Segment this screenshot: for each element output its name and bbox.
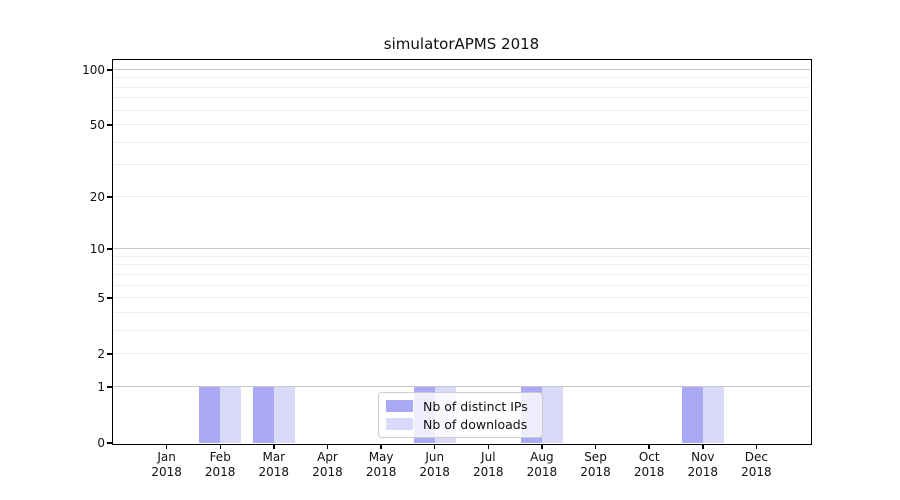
x-axis-tick-mark bbox=[273, 444, 275, 449]
y-axis-tick-mark bbox=[107, 248, 112, 250]
x-axis-tick-label: May 2018 bbox=[365, 450, 397, 479]
legend-swatch bbox=[386, 400, 413, 412]
legend-label: Nb of downloads bbox=[423, 416, 528, 432]
gridline-minor bbox=[113, 255, 810, 257]
y-axis-tick-label: 10 bbox=[89, 242, 105, 257]
gridline-major bbox=[113, 248, 810, 250]
y-axis-tick-label: 50 bbox=[89, 118, 105, 132]
legend-item: Nb of distinct IPs bbox=[386, 397, 535, 415]
gridline-minor bbox=[113, 141, 810, 143]
y-axis-tick-label: 2 bbox=[97, 347, 105, 362]
x-axis-tick-mark bbox=[433, 444, 436, 449]
y-axis-tick-mark bbox=[107, 196, 112, 198]
x-axis-tick-label: Sep 2018 bbox=[580, 450, 611, 479]
bar-distinct-ips bbox=[199, 386, 221, 443]
legend: Nb of distinct IPs Nb of downloads bbox=[378, 392, 543, 438]
gridline-major bbox=[113, 385, 810, 387]
x-axis-tick-label: Feb 2018 bbox=[204, 450, 236, 479]
y-axis-tick-mark bbox=[107, 353, 112, 355]
bar-downloads bbox=[220, 386, 242, 443]
y-axis-tick-mark bbox=[107, 386, 112, 388]
bar-downloads bbox=[541, 386, 563, 443]
x-axis-tick-mark bbox=[541, 444, 543, 449]
x-axis-tick-mark bbox=[165, 444, 168, 449]
y-axis-tick-label: 5 bbox=[97, 291, 105, 306]
x-axis-tick-label: Jan 2018 bbox=[151, 450, 182, 479]
gridline-minor bbox=[113, 109, 810, 111]
x-axis-tick-mark bbox=[648, 444, 650, 449]
gridline-major bbox=[113, 68, 810, 70]
x-axis-tick-mark bbox=[326, 444, 329, 449]
legend-label: Nb of distinct IPs bbox=[423, 398, 528, 414]
gridline-minor bbox=[113, 86, 810, 88]
x-axis-tick-mark bbox=[702, 444, 704, 449]
y-axis-tick-label: 0 bbox=[97, 436, 105, 450]
bar-distinct-ips bbox=[252, 386, 274, 443]
y-axis-tick-label: 20 bbox=[89, 189, 105, 204]
gridline-minor bbox=[113, 77, 810, 79]
y-axis-tick-mark bbox=[107, 124, 112, 126]
y-axis-tick-label: 100 bbox=[82, 62, 105, 77]
gridline-minor bbox=[113, 124, 810, 125]
gridline-minor bbox=[113, 297, 810, 299]
legend-swatch bbox=[386, 418, 413, 430]
x-axis-tick-label: Aug 2018 bbox=[526, 450, 558, 479]
grid-layer bbox=[113, 60, 810, 443]
x-axis-tick-mark bbox=[219, 444, 221, 449]
gridline-minor bbox=[113, 97, 810, 99]
y-axis-tick-mark bbox=[107, 442, 112, 444]
x-axis-tick-label: Jun 2018 bbox=[419, 450, 450, 479]
y-axis-tick-mark bbox=[107, 69, 112, 71]
x-axis-tick-label: Mar 2018 bbox=[258, 450, 290, 479]
legend-item: Nb of downloads bbox=[386, 415, 535, 433]
gridline-minor bbox=[113, 353, 810, 355]
gridline-minor bbox=[113, 264, 810, 266]
bar-downloads bbox=[273, 386, 295, 443]
x-axis-tick-mark bbox=[594, 444, 597, 449]
gridline-minor bbox=[113, 329, 810, 331]
gridline-minor bbox=[113, 195, 810, 197]
x-axis-tick-mark bbox=[487, 444, 490, 449]
gridline-minor bbox=[113, 311, 810, 313]
x-axis-tick-mark bbox=[380, 444, 382, 449]
x-axis-tick-label: Jul 2018 bbox=[473, 450, 504, 479]
gridline-minor bbox=[113, 284, 810, 286]
bar-downloads bbox=[702, 386, 724, 443]
y-axis-tick-label: 1 bbox=[97, 379, 105, 394]
bar-layer bbox=[113, 60, 810, 443]
x-axis-tick-label: Oct 2018 bbox=[633, 450, 665, 479]
y-axis-tick-mark bbox=[107, 297, 112, 299]
x-axis-tick-label: Apr 2018 bbox=[312, 450, 343, 479]
gridline-minor bbox=[113, 273, 810, 275]
chart-title: simulatorAPMS 2018 bbox=[383, 35, 540, 53]
gridline-minor bbox=[113, 164, 810, 166]
x-axis-tick-label: Nov 2018 bbox=[687, 450, 719, 479]
bar-distinct-ips bbox=[681, 386, 703, 443]
x-axis-tick-label: Dec 2018 bbox=[741, 450, 772, 479]
x-axis-tick-mark bbox=[755, 444, 758, 449]
